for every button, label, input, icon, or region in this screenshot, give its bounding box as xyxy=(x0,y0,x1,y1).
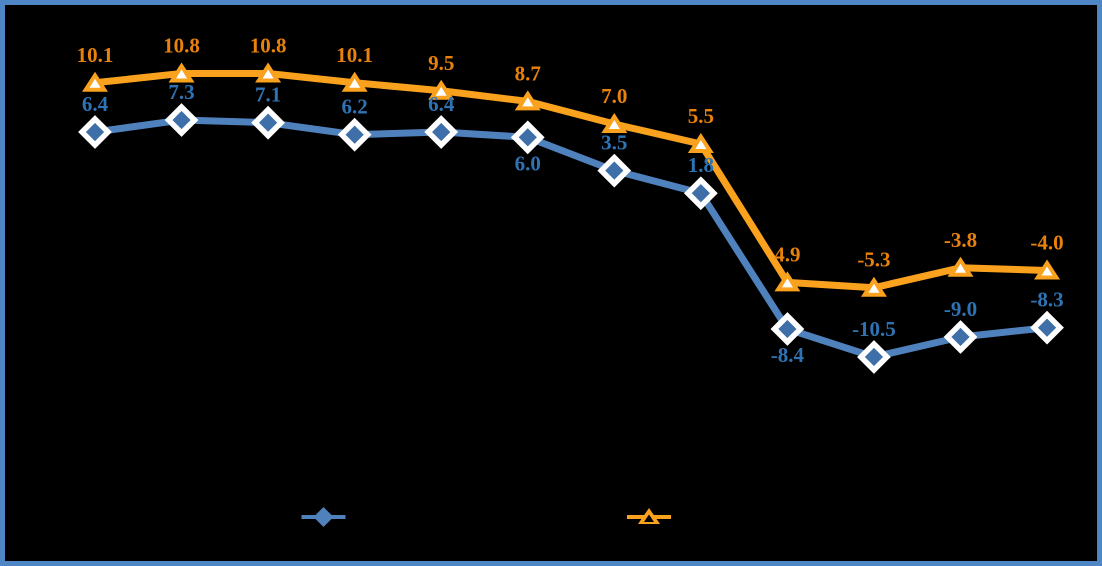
orange-triangle-series-data-label: 7.0 xyxy=(601,84,627,108)
blue-diamond-series-data-label: -8.4 xyxy=(771,343,805,367)
blue-diamond-series-marker xyxy=(857,340,891,374)
orange-triangle-series-data-label: 10.8 xyxy=(250,33,287,57)
blue-diamond-series-marker xyxy=(943,320,978,354)
orange-triangle-series-marker-inner xyxy=(349,78,361,88)
blue-diamond-series-data-label: 3.5 xyxy=(601,131,627,155)
blue-diamond-series-data-label: 6.4 xyxy=(428,92,455,116)
orange-triangle-series-marker-inner xyxy=(695,139,707,149)
blue-diamond-series-data-label: 6.2 xyxy=(342,95,368,119)
blue-diamond-series-marker xyxy=(424,115,459,149)
blue-diamond-series-data-label: -8.3 xyxy=(1030,288,1063,312)
orange-triangle-series-marker-inner xyxy=(1041,266,1053,276)
blue-diamond-series-marker xyxy=(683,176,718,211)
orange-triangle-series-data-label: 5.5 xyxy=(688,104,714,128)
orange-triangle-series-data-label: -3.8 xyxy=(944,228,977,252)
orange-triangle-series-data-label: 10.8 xyxy=(163,33,200,57)
orange-triangle-series-marker-inner xyxy=(608,120,620,130)
blue-diamond-series-marker xyxy=(78,115,112,149)
blue-diamond-series-data-label: 6.0 xyxy=(515,151,541,175)
orange-triangle-series-marker-inner xyxy=(176,69,188,79)
orange-triangle-series-data-label: 10.1 xyxy=(77,43,114,67)
blue-diamond-series-marker xyxy=(770,312,805,346)
orange-triangle-series-data-label: -4.0 xyxy=(1030,230,1063,254)
orange-triangle-series-data-label: 10.1 xyxy=(336,43,373,67)
blue-diamond-series-marker xyxy=(164,103,199,137)
blue-diamond-series-data-label: 6.4 xyxy=(82,92,109,116)
orange-triangle-series-data-label: 4.9 xyxy=(774,242,800,266)
orange-triangle-series-marker-inner xyxy=(781,278,793,288)
orange-triangle-series-data-label: 9.5 xyxy=(428,51,454,75)
orange-triangle-series-data-label: 8.7 xyxy=(515,61,541,85)
orange-triangle-series-marker-inner xyxy=(868,283,880,293)
blue-diamond-series-marker xyxy=(510,120,545,155)
legend-diamond-icon xyxy=(313,507,334,527)
blue-diamond-series-data-label: 7.3 xyxy=(168,80,194,104)
blue-diamond-series-data-label: 1.8 xyxy=(688,153,714,177)
orange-triangle-series-line xyxy=(94,69,1048,292)
blue-diamond-series-marker xyxy=(597,153,632,188)
legend-triangle-icon-inner xyxy=(644,514,654,522)
orange-triangle-series-marker-inner xyxy=(955,263,966,273)
orange-triangle-series-data-label: -5.3 xyxy=(857,248,890,272)
orange-triangle-series-marker-inner xyxy=(89,78,101,88)
orange-triangle-series-marker-inner xyxy=(435,86,447,96)
blue-diamond-series-data-label: -10.5 xyxy=(852,317,896,341)
orange-triangle-series-marker-inner xyxy=(262,69,274,79)
orange-triangle-series-marker-inner xyxy=(522,97,534,107)
blue-diamond-series-data-label: 7.1 xyxy=(255,83,281,107)
blue-diamond-series-marker xyxy=(251,105,285,140)
blue-diamond-series-marker xyxy=(1030,310,1064,345)
blue-diamond-series-data-label: -9.0 xyxy=(944,297,977,321)
blue-diamond-series-marker xyxy=(337,117,372,152)
